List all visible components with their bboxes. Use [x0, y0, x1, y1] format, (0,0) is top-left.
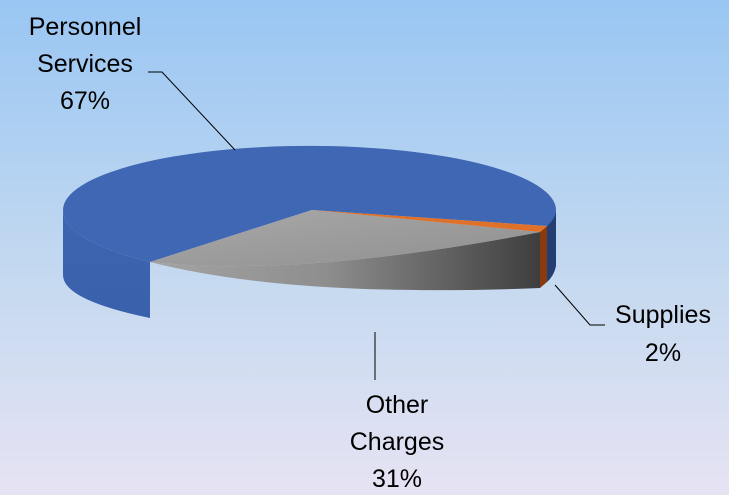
- leader-line-supplies: [554, 284, 605, 326]
- label-personnel-services-line2: Services: [37, 50, 133, 78]
- label-other-charges-line2: Charges: [350, 428, 445, 456]
- label-supplies-line1: Supplies: [615, 301, 711, 329]
- pie-wall-supplies: [540, 226, 547, 288]
- pie-slice-personnel-services: [63, 145, 556, 262]
- label-personnel-services-pct: 67%: [60, 87, 110, 115]
- pie-wall-other-charges: [150, 232, 540, 291]
- pie-wall-personnel-services: [63, 210, 150, 318]
- label-supplies-pct: 2%: [645, 339, 681, 367]
- leader-line-personnel-services: [148, 71, 236, 151]
- label-personnel-services-line1: Personnel: [29, 13, 142, 41]
- label-other-charges-pct: 31%: [372, 465, 422, 493]
- pie-wall-right-edge: [547, 210, 556, 282]
- pie-slice-supplies: [312, 210, 547, 232]
- pie-slice-other-charges: [150, 210, 540, 267]
- label-other-charges-line1: Other: [366, 391, 429, 419]
